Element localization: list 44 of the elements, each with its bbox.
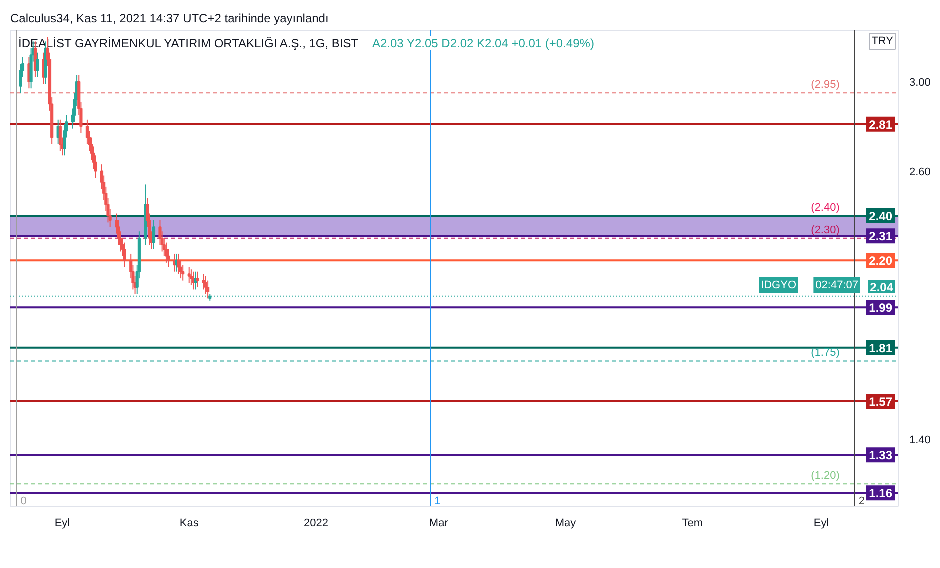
annotation: 2.04: [870, 280, 894, 294]
candlestick: [204, 276, 208, 295]
ref-line-label: (1.75): [811, 347, 840, 360]
text: A2.03 Y2.05 D2.02 K2.04 +0.01 (+0.49%): [372, 36, 594, 50]
annotation: 02:47:07: [816, 279, 859, 292]
band-label: (2.40): [811, 202, 840, 214]
ref-line-label: (2.30): [811, 224, 840, 236]
ref-line-label: 2.31: [869, 230, 893, 244]
ref-line-label: 1.16: [869, 486, 893, 501]
candlestick: [177, 253, 180, 275]
annotation: TRY: [872, 36, 894, 48]
candlestick: [206, 280, 210, 300]
ref-line-label: 1.57: [869, 394, 893, 409]
x-tick-label: Tem: [682, 518, 704, 530]
candlestick: [123, 242, 126, 268]
text: Calculus34, Kas 11, 2021 14:37 UTC+2 tarihinde yayınlandı: [10, 12, 329, 26]
ref-line-label: 2.40: [869, 209, 893, 224]
candlestick: [164, 242, 168, 264]
x-tick-label: Eyl: [54, 518, 70, 530]
y-tick-label: 3.00: [910, 76, 931, 89]
ref-line-label: 1.99: [869, 301, 893, 316]
y-tick-label: 1.40: [910, 434, 931, 446]
candlestick: [182, 264, 185, 282]
x-tick-label: Eyl: [814, 518, 830, 530]
x-tick-label: Mar: [429, 518, 449, 530]
candlestick: [188, 266, 191, 284]
ref-line-label: 1.33: [869, 448, 893, 463]
ref-line-label: 1.81: [869, 341, 893, 356]
x-tick-label: Kas: [180, 518, 200, 530]
candlestick: [36, 52, 40, 78]
y-tick-label: 2.60: [910, 166, 931, 178]
ref-line-label: 0: [20, 496, 27, 508]
ref-line-label: 2.81: [869, 118, 893, 132]
x-tick-label: 2022: [304, 518, 328, 530]
candlestick: [58, 119, 62, 152]
candlestick: [196, 271, 200, 288]
ref-line-label: 1: [434, 496, 441, 508]
x-tick-label: May: [555, 518, 577, 530]
legend-label: IDGYO: [761, 279, 797, 292]
ref-line-label: 2.20: [869, 254, 893, 268]
ref-line-label: 2: [858, 496, 865, 508]
candlestick: [190, 269, 193, 286]
ref-line-label: (2.95): [811, 79, 840, 92]
ref-line-label: (1.20): [811, 470, 840, 482]
